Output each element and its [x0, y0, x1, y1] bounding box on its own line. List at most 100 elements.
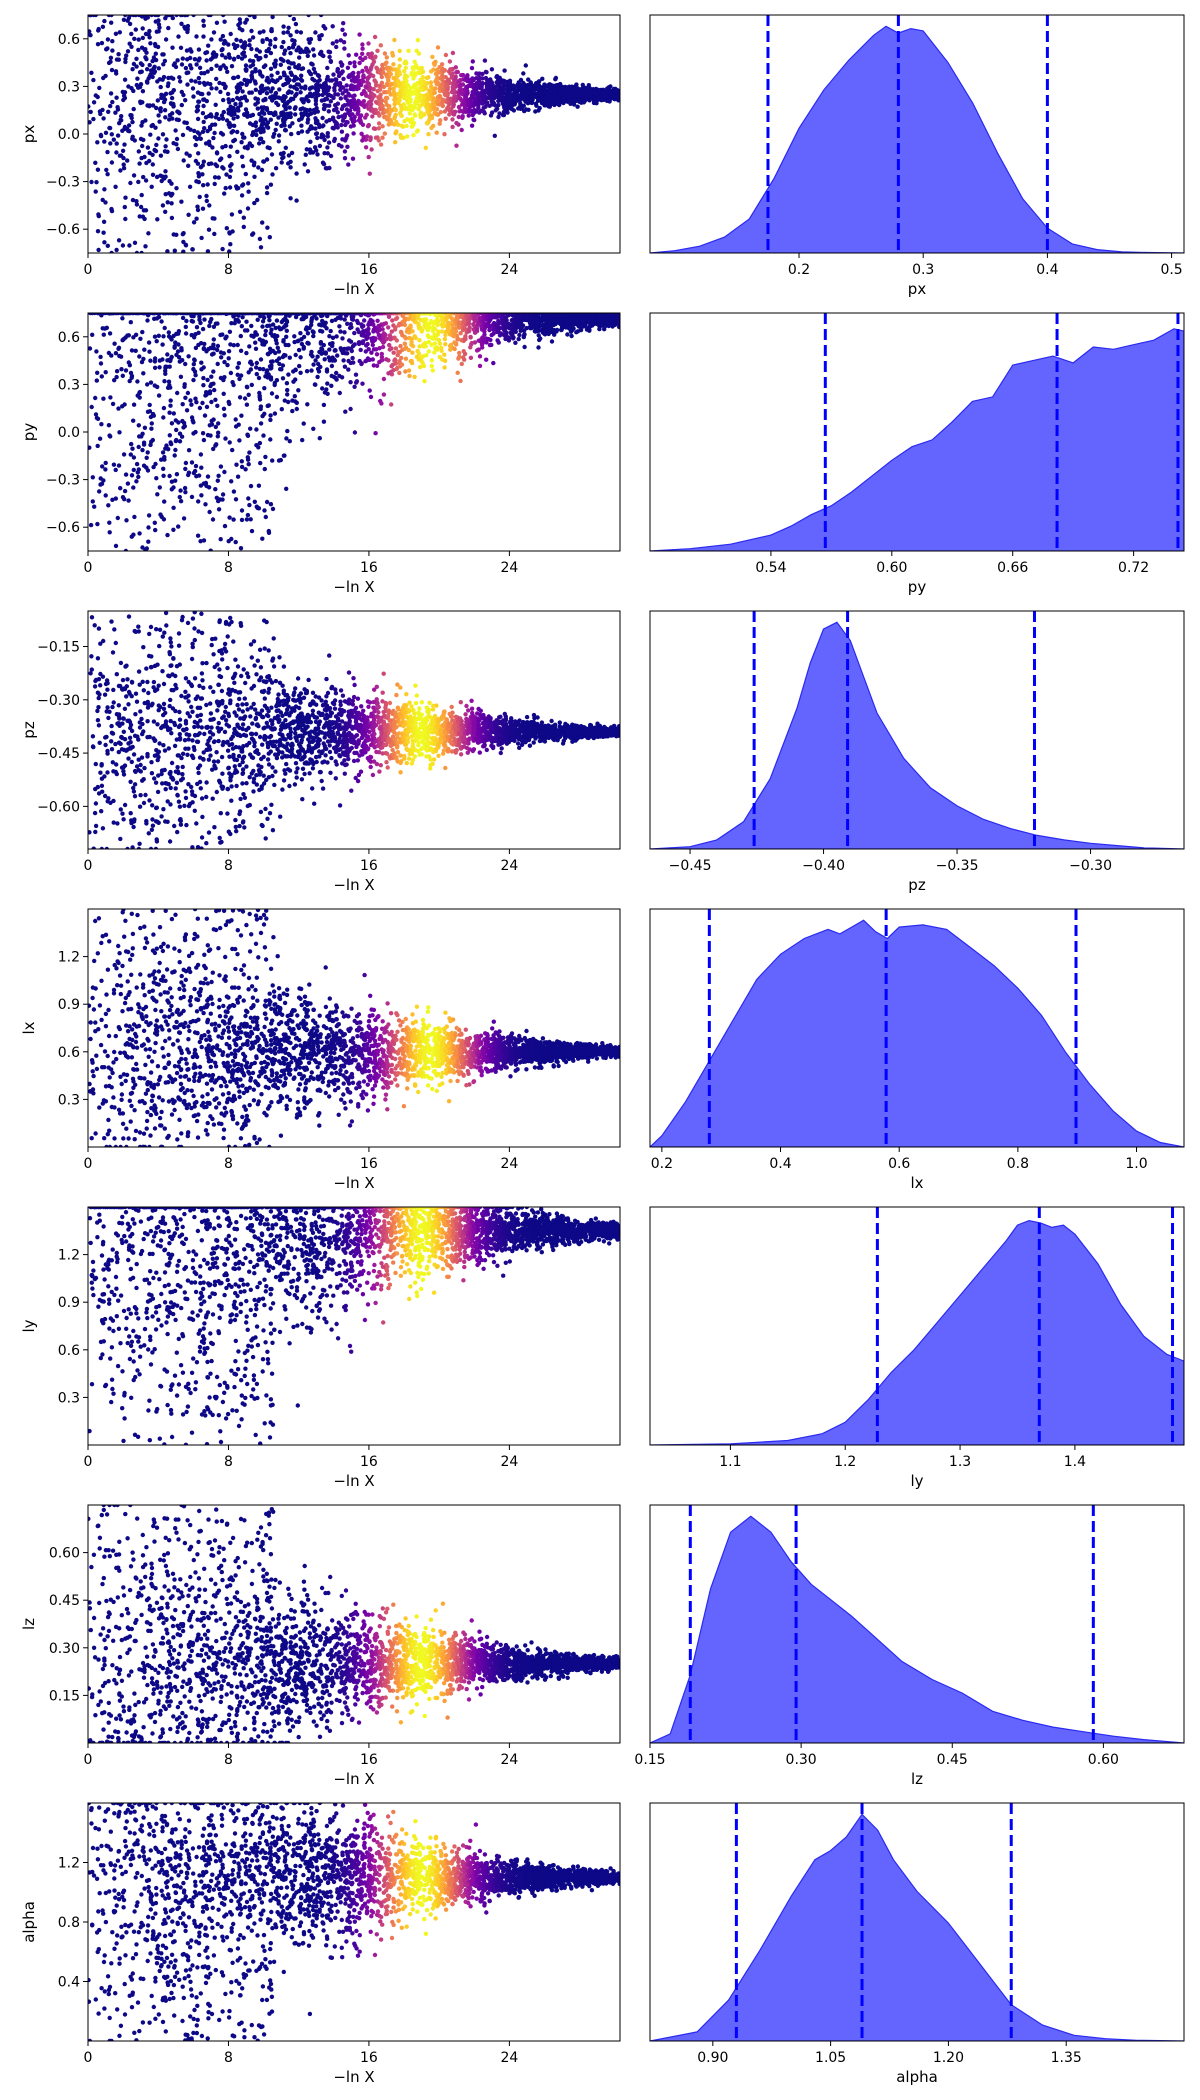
scatter-point: [342, 156, 348, 161]
scatter-point: [389, 108, 394, 114]
scatter-point: [404, 123, 409, 129]
scatter-point: [279, 160, 284, 165]
scatter-point: [431, 123, 436, 129]
scatter-point: [336, 142, 342, 148]
scatter-point: [435, 45, 441, 50]
scatter-point: [345, 133, 350, 138]
scatter-point: [309, 322, 314, 328]
scatter-point: [158, 153, 164, 158]
scatter-point: [472, 96, 477, 102]
scatter-point: [501, 86, 506, 91]
scatter-point: [364, 134, 370, 139]
scatter-point: [144, 50, 149, 55]
scatter-point: [199, 235, 204, 241]
scatter-point: [521, 89, 526, 95]
scatter-point: [272, 44, 278, 49]
scatter-point: [238, 101, 243, 106]
scatter-point: [330, 115, 336, 120]
scatter-point: [130, 446, 135, 451]
scatter-point: [182, 24, 187, 30]
scatter-point: [469, 123, 475, 128]
scatter-point: [249, 143, 255, 149]
scatter-point: [168, 403, 173, 408]
x-axis-label: −ln X: [333, 280, 374, 298]
scatter-point: [236, 361, 242, 366]
scatter-point: [95, 229, 101, 234]
scatter-point: [212, 175, 218, 180]
scatter-point: [157, 25, 162, 30]
scatter-point: [401, 91, 406, 96]
scatter-point: [162, 325, 167, 331]
scatter-point: [234, 37, 239, 42]
scatter-point: [185, 27, 190, 32]
scatter-point: [255, 197, 260, 203]
scatter-point: [421, 363, 427, 369]
scatter-point: [256, 165, 261, 170]
scatter-point: [346, 162, 351, 167]
scatter-point: [493, 86, 498, 91]
scatter-point: [314, 316, 319, 321]
scatter-point: [145, 145, 151, 150]
scatter-point: [163, 174, 168, 179]
scatter-point: [406, 95, 412, 101]
scatter-point: [118, 168, 123, 173]
scatter-point: [459, 361, 464, 367]
scatter-point: [121, 97, 126, 103]
scatter-point: [308, 124, 314, 129]
scatter-point: [502, 68, 507, 73]
scatter-point: [134, 202, 140, 207]
scatter-point: [350, 94, 356, 99]
scatter-point: [455, 370, 460, 375]
scatter-point: [217, 157, 223, 163]
scatter-point: [259, 167, 265, 173]
scatter-point: [218, 537, 223, 542]
scatter-point: [140, 89, 146, 94]
scatter-point: [173, 478, 178, 483]
scatter-point: [321, 106, 327, 111]
scatter-point: [354, 86, 360, 92]
scatter-point: [236, 54, 241, 60]
scatter-point: [128, 180, 133, 186]
scatter-point: [424, 120, 430, 126]
scatter-point: [278, 96, 283, 101]
scatter-point: [357, 32, 362, 37]
scatter-point: [131, 402, 137, 407]
scatter-point: [308, 71, 313, 76]
scatter-point: [348, 339, 354, 344]
scatter-point: [186, 354, 191, 359]
scatter-point: [360, 42, 365, 47]
scatter-point: [214, 63, 219, 68]
scatter-point: [184, 48, 190, 53]
scatter-point: [382, 90, 387, 95]
scatter-point: [314, 131, 320, 136]
scatter-point: [102, 139, 107, 144]
scatter-point: [127, 41, 132, 46]
scatter-point: [239, 81, 245, 87]
scatter-point: [387, 111, 392, 117]
scatter-point: [495, 78, 501, 83]
scatter-point: [206, 91, 211, 96]
scatter-point: [307, 86, 312, 92]
scatter-point: [437, 65, 442, 70]
scatter-point: [372, 55, 378, 60]
scatter-point: [294, 29, 299, 34]
scatter-point: [484, 77, 490, 83]
scatter-point: [399, 113, 404, 118]
scatter-point: [346, 74, 351, 80]
scatter-point: [231, 75, 236, 81]
scatter-point: [88, 29, 92, 34]
scatter-point: [360, 78, 365, 83]
scatter-point: [263, 97, 268, 102]
scatter-point: [423, 86, 429, 91]
scatter-point: [334, 44, 339, 50]
scatter-point: [279, 112, 284, 118]
scatter-point: [576, 89, 581, 94]
scatter-point: [206, 15, 211, 18]
scatter-point: [178, 45, 184, 50]
scatter-point: [145, 318, 150, 323]
scatter-point: [201, 34, 206, 39]
scatter-point: [555, 90, 561, 95]
scatter-point: [272, 131, 277, 137]
scatter-point: [298, 107, 303, 112]
scatter-point: [201, 18, 206, 23]
